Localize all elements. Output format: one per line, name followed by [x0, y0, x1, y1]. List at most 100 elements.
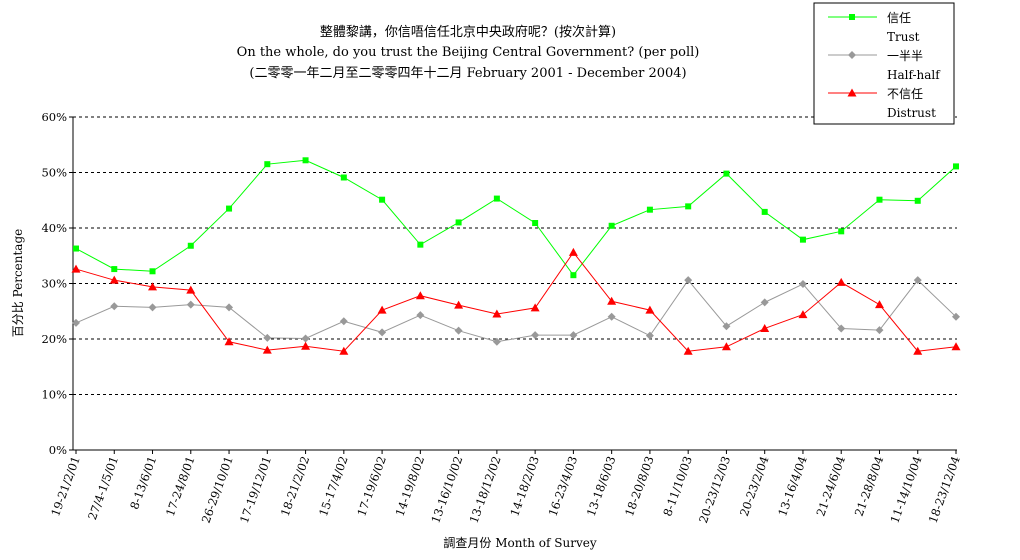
legend-label-en-half-half: Half-half [887, 68, 941, 82]
point-trust-21 [876, 196, 883, 203]
point-half-half-11 [492, 337, 501, 346]
point-distrust-10 [454, 300, 464, 309]
point-half-half-23 [952, 312, 960, 321]
point-half-half-1 [110, 302, 119, 311]
legend-label-zh-trust: 信任 [887, 11, 911, 25]
series-group [71, 157, 961, 355]
point-distrust-21 [874, 300, 884, 309]
x-tick-label-1: 27/4-1/5/01 [85, 454, 121, 521]
x-tick-label-12: 14-18/2/03 [507, 454, 542, 518]
legend-marker-distrust [847, 88, 857, 97]
point-trust-18 [761, 208, 768, 215]
point-half-half-15 [645, 331, 654, 340]
x-tick-label-22: 11-14/10/04 [887, 454, 924, 525]
point-distrust-4 [224, 337, 234, 346]
point-half-half-9 [416, 311, 425, 320]
point-trust-0 [73, 245, 79, 252]
title-line-1: 整體黎講，你信唔信任北京中央政府呢？(按次計算) [320, 24, 616, 40]
point-half-half-6 [301, 334, 310, 343]
point-distrust-6 [301, 341, 311, 350]
x-tick-label-19: 13-16/4/04 [775, 454, 810, 518]
x-tick-label-5: 17-19/12/01 [237, 454, 274, 525]
point-half-half-5 [263, 333, 272, 342]
point-distrust-11 [492, 309, 502, 318]
point-distrust-15 [645, 305, 655, 314]
y-axis-ticks: 0% 10% 20% 30% 40% 50% 60% [41, 110, 73, 457]
x-tick-label-21: 21-28/8/04 [852, 454, 887, 518]
point-distrust-7 [339, 346, 349, 355]
point-half-half-20 [837, 324, 846, 333]
series-line-distrust [75, 251, 957, 352]
point-distrust-0 [71, 264, 81, 273]
point-half-half-4 [225, 303, 234, 312]
point-trust-22 [914, 197, 921, 204]
point-half-half-14 [607, 312, 616, 321]
point-half-half-7 [339, 317, 348, 326]
point-distrust-2 [148, 282, 158, 291]
x-axis-title: 調查月份 Month of Survey [443, 536, 596, 550]
point-distrust-22 [913, 346, 923, 355]
point-trust-10 [455, 219, 462, 226]
y-tick-label-6: 60% [41, 110, 67, 124]
point-trust-14 [608, 222, 615, 229]
point-distrust-14 [607, 296, 617, 305]
series-line-half-half [75, 279, 957, 343]
point-half-half-16 [684, 276, 693, 285]
legend-label-en-distrust: Distrust [887, 106, 936, 120]
x-tick-label-6: 18-21/2/02 [278, 454, 313, 518]
legend-label-zh-distrust: 不信任 [887, 87, 923, 101]
point-distrust-3 [186, 285, 196, 294]
x-tick-label-23: 18-23/12/04 [926, 454, 963, 525]
axes [72, 117, 957, 451]
x-tick-label-15: 18-20/8/03 [622, 454, 657, 518]
x-tick-label-18: 20-23/2/04 [737, 454, 772, 518]
point-trust-2 [149, 268, 156, 275]
x-axis-ticks: 19-21/2/01 27/4-1/5/01 8-13/6/01 17-24/8/01… [48, 450, 963, 525]
point-trust-7 [340, 174, 347, 181]
point-trust-1 [111, 266, 118, 273]
point-distrust-17 [721, 342, 731, 351]
legend-box [813, 2, 955, 125]
point-trust-5 [264, 161, 271, 168]
x-tick-label-16: 8-11/10/03 [660, 454, 695, 518]
y-tick-label-4: 40% [41, 221, 67, 235]
point-half-half-18 [760, 298, 769, 307]
gridlines [73, 116, 957, 395]
point-half-half-10 [454, 326, 463, 335]
x-tick-label-20: 21-24/6/04 [813, 454, 848, 518]
point-distrust-20 [836, 277, 846, 286]
legend-item-distrust: 不信任 Distrust [828, 87, 936, 120]
legend-label-zh-half-half: 一半半 [887, 49, 923, 63]
x-tick-label-2: 8-13/6/01 [127, 454, 159, 511]
y-axis-title: 百分比 Percentage [11, 229, 25, 338]
x-tick-label-13: 16-23/4/03 [546, 454, 581, 518]
x-tick-label-14: 13-18/6/03 [584, 454, 619, 518]
point-half-half-22 [913, 276, 922, 285]
y-tick-label-2: 20% [41, 332, 67, 346]
point-trust-9 [417, 241, 424, 248]
point-half-half-12 [531, 331, 540, 340]
series-trust [73, 157, 959, 279]
x-tick-label-11: 13-18/12/02 [467, 454, 504, 525]
point-trust-15 [646, 206, 653, 213]
series-half-half [72, 276, 960, 346]
point-trust-23 [953, 163, 959, 170]
x-tick-label-0: 19-21/2/01 [48, 454, 83, 518]
x-tick-label-7: 15-17/4/02 [316, 454, 351, 518]
point-distrust-5 [262, 345, 272, 354]
legend-item-half-half: 一半半 Half-half [828, 49, 941, 82]
point-distrust-13 [568, 247, 578, 256]
point-trust-6 [302, 157, 309, 164]
legend-marker-half-half [848, 51, 856, 59]
point-trust-17 [723, 170, 730, 177]
point-trust-12 [532, 220, 539, 227]
point-half-half-21 [875, 326, 884, 335]
point-distrust-18 [760, 323, 770, 332]
point-distrust-9 [415, 291, 425, 300]
y-tick-label-3: 30% [41, 277, 67, 291]
point-trust-19 [799, 236, 806, 243]
point-trust-3 [187, 242, 194, 249]
point-half-half-3 [186, 300, 195, 309]
point-distrust-1 [109, 275, 119, 284]
point-distrust-16 [683, 346, 693, 355]
